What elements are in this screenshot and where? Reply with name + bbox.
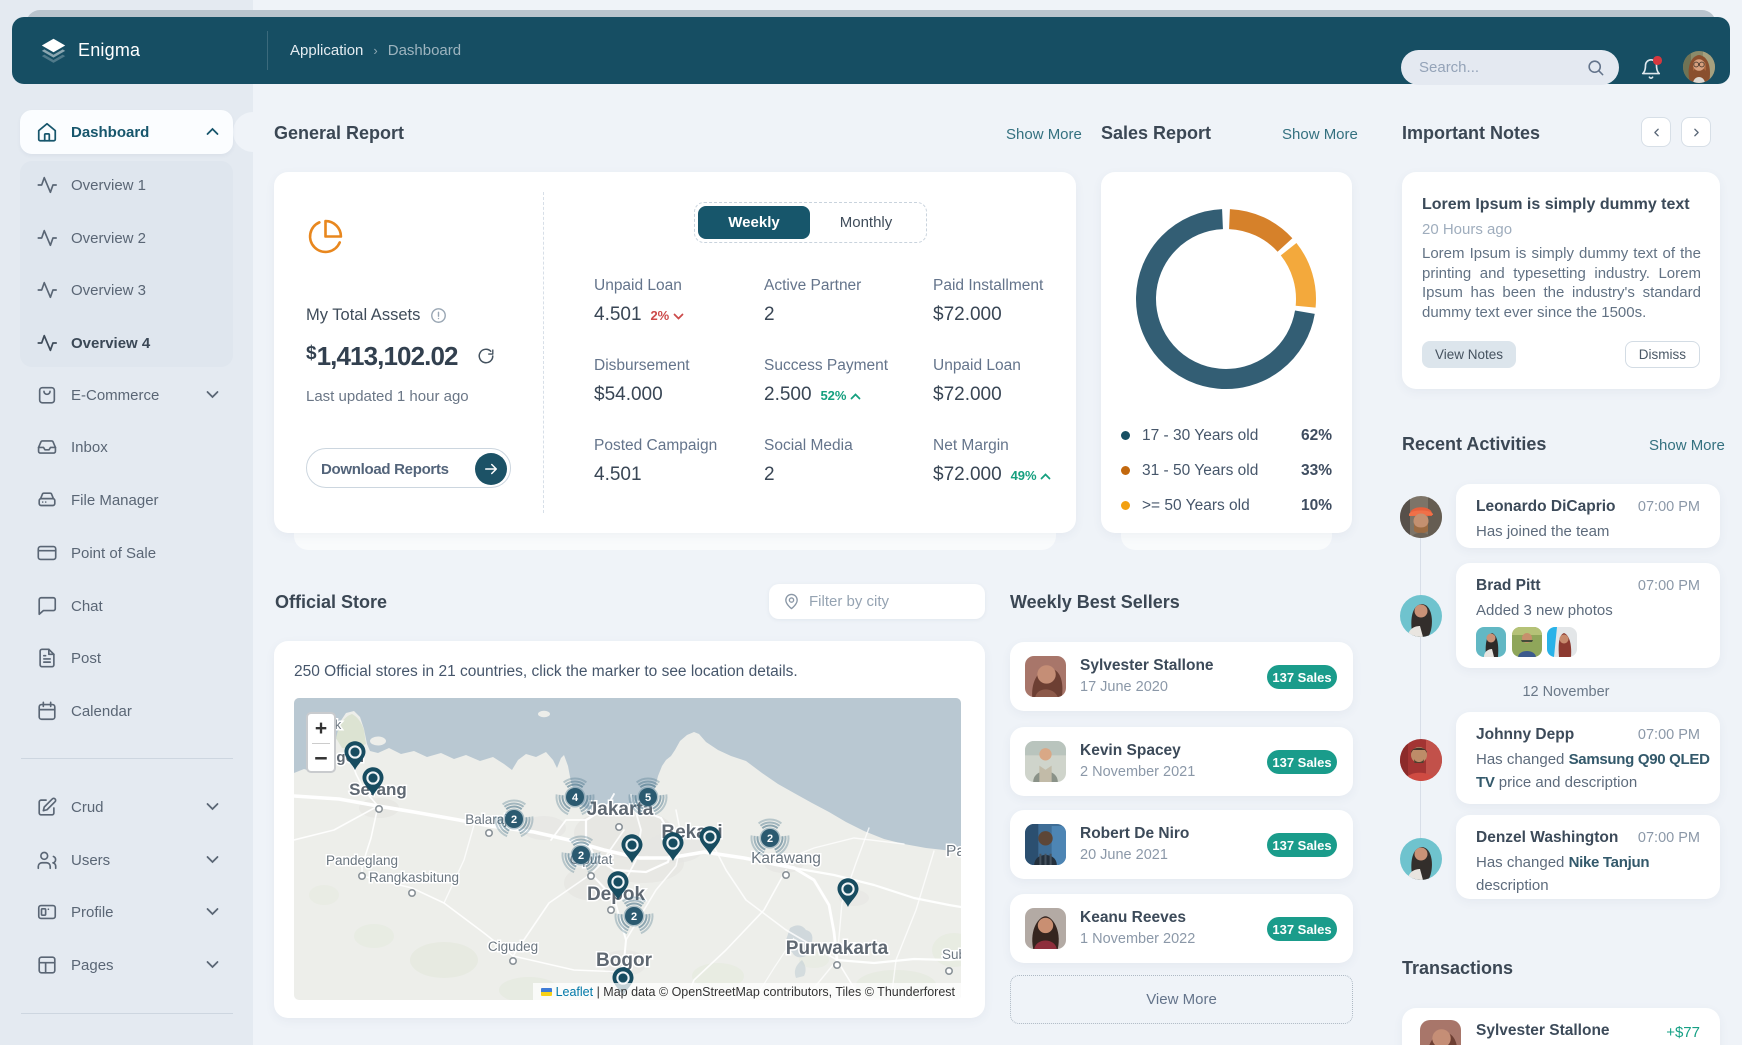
svg-text:2: 2 <box>578 850 584 862</box>
svg-text:Subang: Subang <box>942 947 961 962</box>
svg-text:Purwakarta: Purwakarta <box>786 938 889 959</box>
svg-text:Pandeglang: Pandeglang <box>326 853 398 868</box>
svg-text:2: 2 <box>767 833 773 845</box>
svg-text:2: 2 <box>631 911 637 923</box>
svg-text:Bogor: Bogor <box>596 950 653 971</box>
svg-text:Cigudeg: Cigudeg <box>488 939 538 954</box>
svg-text:4: 4 <box>572 792 579 804</box>
svg-text:Serang: Serang <box>349 780 407 799</box>
svg-text:Karawang: Karawang <box>751 850 821 867</box>
svg-text:Pamanukan: Pamanukan <box>946 843 961 860</box>
svg-text:k: k <box>335 717 342 732</box>
svg-text:Rangkasbitung: Rangkasbitung <box>369 870 459 885</box>
svg-text:5: 5 <box>645 792 651 804</box>
svg-text:2: 2 <box>511 814 517 826</box>
